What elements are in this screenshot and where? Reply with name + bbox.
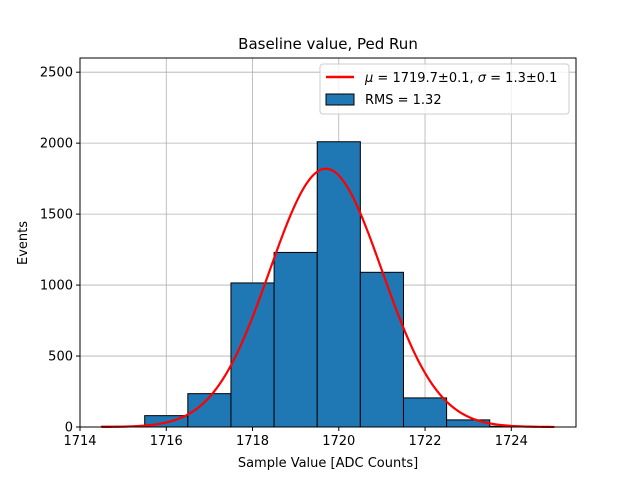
- x-tick-label: 1714: [63, 434, 96, 449]
- histogram-bar: [273, 251, 318, 428]
- x-axis-label: Sample Value [ADC Counts]: [238, 456, 418, 471]
- plot-frame: [79, 57, 577, 428]
- histogram-bar: [402, 397, 448, 428]
- y-tick-label: 1500: [40, 208, 73, 223]
- histogram-bar: [359, 271, 404, 428]
- legend-hist-swatch: [325, 93, 355, 106]
- x-tick-label: 1716: [150, 434, 183, 449]
- legend-box: [319, 63, 570, 115]
- y-axis-label: Events: [16, 221, 31, 265]
- y-axis-ticks: 0 500 1000 1500 2000 2500: [40, 66, 80, 436]
- histogram-bars: [101, 141, 534, 428]
- fit-curve-layer: [101, 167, 555, 429]
- x-tick-label: 1724: [495, 434, 528, 449]
- y-tick-label: 0: [65, 421, 73, 436]
- legend-hist-label: RMS = 1.32: [365, 93, 442, 108]
- x-tick-label: 1720: [322, 434, 355, 449]
- x-axis-ticks: 1714 1716 1718 1720 1722 1724: [63, 427, 528, 449]
- legend: μ = 1719.7±0.1, σ = 1.3±0.1 RMS = 1.32: [319, 63, 570, 115]
- y-tick-label: 1000: [40, 279, 73, 294]
- legend-fit-label: μ = 1719.7±0.1, σ = 1.3±0.1: [364, 71, 557, 86]
- histogram-bar: [316, 141, 361, 428]
- y-tick-label: 2500: [40, 66, 73, 81]
- x-tick-label: 1722: [408, 434, 441, 449]
- x-tick-label: 1718: [236, 434, 269, 449]
- chart-title: Baseline value, Ped Run: [238, 35, 418, 53]
- gaussian-fit-curve: [101, 167, 555, 429]
- y-tick-label: 500: [48, 350, 73, 365]
- y-tick-label: 2000: [40, 137, 73, 152]
